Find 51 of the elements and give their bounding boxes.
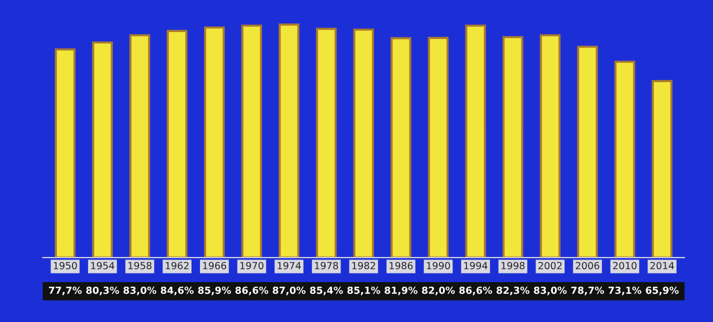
- bar: [129, 34, 150, 258]
- data-label: 80,3%: [86, 286, 120, 296]
- data-label: 82,0%: [422, 286, 455, 296]
- data-label: 85,4%: [310, 286, 343, 296]
- x-tick-label: 1990: [426, 262, 450, 270]
- data-label: 84,6%: [160, 286, 194, 296]
- bar: [390, 37, 412, 258]
- data-label: 85,1%: [347, 286, 380, 296]
- data-label: 82,3%: [496, 286, 530, 296]
- data-label: 83,0%: [124, 286, 156, 296]
- x-tick-label: 2006: [576, 262, 600, 270]
- x-tick-label: 1958: [128, 262, 152, 270]
- x-tick-label: 2010: [613, 262, 637, 270]
- bar: [54, 48, 76, 258]
- x-tick-label: 1986: [390, 262, 413, 270]
- data-label: 81,9%: [384, 286, 418, 296]
- x-tick-label: 1962: [166, 262, 188, 270]
- data-label: 65,9%: [646, 286, 679, 296]
- x-tick-label: 1998: [502, 262, 525, 270]
- x-tick-label: 1970: [240, 262, 264, 270]
- x-tick-label: 2002: [538, 262, 562, 270]
- data-label: 86,6%: [235, 286, 268, 296]
- data-label: 73,1%: [608, 286, 642, 296]
- bar: [166, 30, 188, 258]
- data-label: 83,0%: [534, 286, 567, 296]
- bar: [428, 36, 449, 258]
- bar: [241, 24, 262, 258]
- data-label: 86,6%: [459, 286, 492, 296]
- x-tick-label: 1978: [315, 262, 338, 270]
- bar: [353, 28, 374, 258]
- bar: [614, 60, 636, 258]
- data-label: 85,9%: [198, 286, 231, 296]
- bar: [316, 28, 337, 258]
- x-tick-label: 1982: [352, 262, 376, 270]
- x-tick-label: 2014: [650, 262, 674, 270]
- data-label: 77,7%: [48, 286, 82, 296]
- data-label: 87,0%: [272, 286, 306, 296]
- x-tick-label: 1994: [464, 262, 488, 270]
- bar: [92, 41, 113, 258]
- x-tick-label: 1966: [203, 262, 226, 270]
- bar: [204, 26, 225, 258]
- bar: [577, 46, 598, 258]
- data-label: 78,7%: [571, 286, 604, 296]
- bar: [278, 23, 300, 258]
- bar: [652, 80, 672, 258]
- x-tick-label: 1950: [54, 262, 77, 270]
- bar: [502, 36, 524, 258]
- bar: [540, 34, 561, 258]
- x-tick-label: 1954: [91, 262, 114, 270]
- bar: [465, 24, 486, 258]
- x-tick-label: 1974: [278, 262, 301, 270]
